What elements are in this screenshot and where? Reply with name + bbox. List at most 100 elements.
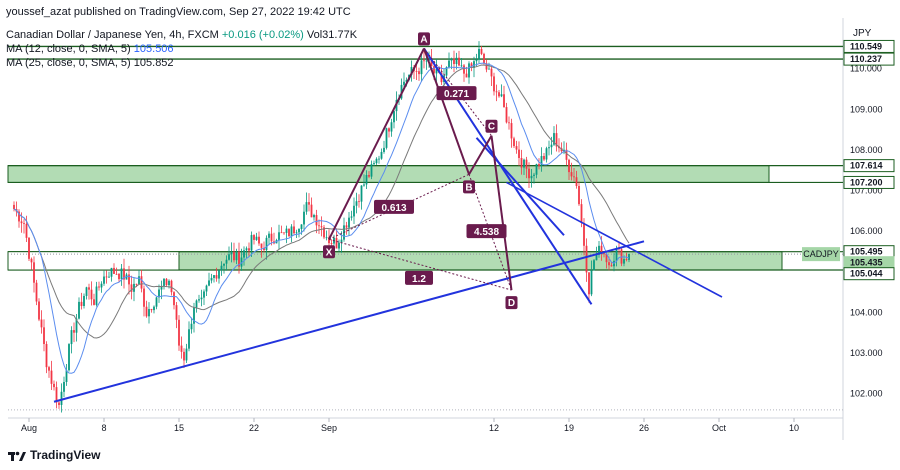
- y-tick-label: 103.000: [850, 348, 883, 358]
- candle-body: [63, 381, 65, 392]
- candle-body: [168, 280, 170, 286]
- candle-body: [58, 402, 60, 405]
- candle-body: [238, 251, 240, 267]
- candle-body: [470, 63, 473, 68]
- tradingview-footer[interactable]: TradingView: [8, 448, 100, 462]
- price-axis-label: 107.614: [850, 161, 883, 171]
- candle-body: [280, 232, 283, 234]
- candle-body: [440, 72, 443, 83]
- candle-body: [498, 92, 500, 97]
- candle-body: [410, 67, 413, 75]
- candle-body: [163, 278, 165, 286]
- candle-body: [118, 273, 120, 280]
- candle-body: [55, 387, 58, 403]
- candle-body: [43, 327, 45, 345]
- harmonic-leg: [328, 47, 425, 240]
- candle-body: [515, 146, 518, 150]
- candle-body: [90, 289, 93, 300]
- candle-body: [540, 156, 543, 166]
- candle-body: [160, 285, 163, 290]
- candle-body: [513, 138, 515, 147]
- candle-body: [403, 81, 405, 85]
- y-tick-label: 107.000: [850, 186, 883, 196]
- harmonic-leg: [490, 135, 513, 291]
- candle-body: [348, 217, 350, 228]
- candle-body: [28, 237, 30, 259]
- candle-body: [138, 276, 140, 285]
- symbol-tag-box: [802, 247, 840, 262]
- candle-body: [115, 273, 118, 275]
- price-axis-label: 110.237: [850, 54, 882, 64]
- candle-body: [623, 259, 625, 264]
- candle-body: [600, 245, 603, 254]
- candle-body: [310, 204, 313, 218]
- candle-body: [543, 156, 545, 160]
- candle-body: [30, 258, 33, 263]
- symbol-tag: CADJPY: [803, 249, 839, 259]
- price-axis-label: 105.495: [850, 247, 883, 257]
- price-axis-label-box: [843, 159, 895, 173]
- candle-body: [383, 147, 385, 152]
- candle-body: [170, 280, 173, 293]
- candle-body: [33, 262, 35, 283]
- candle-body: [448, 60, 450, 68]
- candle-body: [175, 305, 178, 320]
- trendline: [53, 240, 645, 403]
- price-change: +0.016 (+0.02%): [221, 29, 304, 41]
- candle-body: [393, 111, 395, 123]
- candle-body: [70, 330, 73, 345]
- candle-body: [555, 133, 558, 147]
- candle-body: [533, 174, 535, 176]
- candle-body: [510, 123, 513, 139]
- harmonic-point-label: C: [488, 122, 495, 133]
- candle-body: [390, 122, 393, 132]
- candle-body: [520, 158, 523, 168]
- ma25-line: [13, 64, 630, 339]
- publish-info: youssef_azat published on TradingView.co…: [6, 6, 351, 18]
- candle-body: [220, 265, 223, 271]
- candle-body: [320, 226, 323, 228]
- candle-body: [148, 309, 150, 317]
- candle-body: [165, 278, 168, 286]
- candle-body: [475, 59, 478, 62]
- y-tick-label: 104.000: [850, 307, 883, 317]
- candle-body: [548, 147, 550, 149]
- candle-body: [78, 301, 80, 319]
- candle-body: [200, 297, 203, 300]
- candle-body: [108, 276, 110, 278]
- candle-body: [528, 168, 530, 179]
- ma12-legend[interactable]: MA (12, close, 0, SMA, 5) 105.506: [6, 43, 174, 55]
- candle-body: [218, 270, 220, 279]
- candle-body: [68, 344, 70, 371]
- ratio-box: [405, 270, 433, 285]
- candle-body: [503, 94, 505, 108]
- harmonic-point-label: A: [420, 34, 427, 45]
- ma25-value: 105.852: [133, 57, 174, 69]
- candle-body: [150, 309, 153, 311]
- candle-body: [445, 67, 448, 76]
- candle-body: [140, 276, 143, 289]
- ratio-label: 1.2: [412, 274, 426, 285]
- candle-body: [195, 300, 198, 308]
- candle-body: [488, 68, 490, 70]
- candle-body: [35, 282, 38, 302]
- candle-body: [605, 254, 608, 263]
- candle-body: [188, 329, 190, 349]
- candle-body: [258, 236, 260, 244]
- candle-body: [610, 265, 613, 267]
- candle-body: [245, 248, 248, 251]
- candle-body: [178, 319, 180, 346]
- candle-body: [110, 267, 113, 277]
- candle-body: [65, 370, 68, 382]
- candle-body: [213, 275, 215, 278]
- candle-body: [563, 149, 565, 152]
- candle-body: [323, 227, 325, 238]
- y-tick-label: 110.000: [850, 64, 882, 74]
- candle-body: [263, 247, 265, 251]
- candle-body: [583, 222, 585, 246]
- harmonic-point-label: X: [326, 247, 333, 258]
- candle-body: [425, 60, 428, 62]
- ma25-legend[interactable]: MA (25, close, 0, SMA, 5) 105.852: [6, 57, 174, 69]
- candle-body: [153, 306, 155, 311]
